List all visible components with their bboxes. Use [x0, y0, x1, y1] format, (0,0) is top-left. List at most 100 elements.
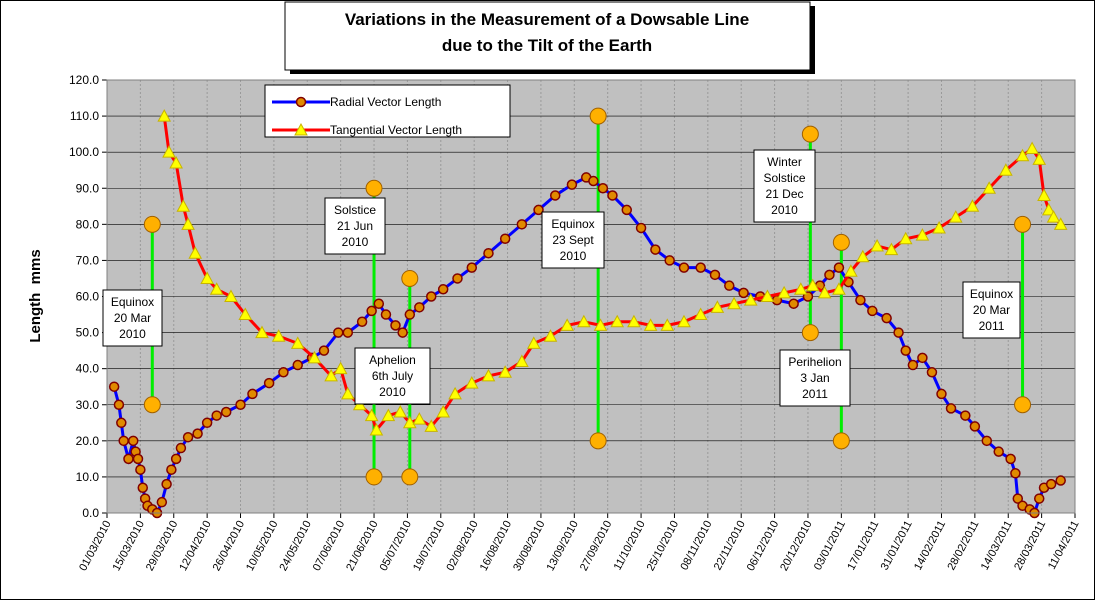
data-point	[181, 217, 195, 230]
data-point	[884, 242, 899, 256]
data-point	[588, 175, 599, 187]
annotation-text: Perihelion	[788, 355, 841, 369]
event-point	[801, 324, 819, 342]
data-point	[238, 307, 253, 321]
annotation-text: 20 Mar	[114, 311, 151, 325]
data-point	[499, 233, 511, 245]
data-point	[900, 345, 911, 356]
event-point	[832, 432, 850, 450]
data-point	[324, 368, 338, 382]
data-point	[936, 388, 947, 400]
data-point	[176, 199, 191, 212]
data-point	[424, 419, 439, 432]
data-point	[695, 262, 706, 273]
event-point	[832, 233, 850, 251]
data-point	[793, 282, 808, 295]
data-point	[549, 190, 561, 201]
data-point	[1045, 478, 1057, 490]
data-point	[402, 415, 417, 429]
data-point	[832, 282, 846, 295]
event-point	[365, 468, 383, 486]
data-point	[220, 406, 232, 418]
legend-frame	[264, 84, 511, 138]
data-point	[738, 287, 749, 299]
y-tick-label: 10.0	[76, 470, 100, 484]
data-point	[1010, 468, 1021, 479]
y-tick-label: 60.0	[76, 290, 100, 304]
data-point	[610, 314, 625, 328]
event-point	[801, 125, 819, 143]
data-point	[373, 298, 385, 309]
annotation-box	[102, 289, 163, 347]
data-point	[113, 399, 125, 410]
data-point	[170, 453, 182, 465]
data-point	[788, 298, 799, 309]
data-point	[364, 408, 379, 422]
data-point	[333, 361, 348, 375]
y-tick-label: 40.0	[76, 362, 100, 376]
annotation-box	[962, 281, 1021, 339]
data-point	[1037, 188, 1051, 201]
data-point	[116, 417, 127, 429]
title-frame	[284, 1, 811, 71]
data-point	[318, 345, 330, 356]
event-point	[143, 215, 161, 233]
data-point	[917, 352, 928, 364]
y-tick-label: 0.0	[82, 506, 99, 520]
y-tick-label: 120.0	[69, 73, 99, 87]
annotation-text: Equinox	[970, 287, 1013, 301]
chart-title: Variations in the Measurement of a Dowsa…	[345, 10, 749, 29]
data-point	[898, 231, 913, 245]
annotation-box	[779, 349, 851, 407]
annotation-box	[753, 149, 816, 223]
annotation-box	[324, 197, 386, 255]
y-tick-label: 100.0	[69, 145, 99, 159]
event-point	[401, 269, 419, 287]
data-point	[1041, 202, 1056, 216]
y-tick-label: 30.0	[76, 398, 100, 412]
annotations: Equinox 20 Mar 2010 Solstice 21 Jun 2010 Aphel…	[102, 149, 1021, 407]
title-box: Variations in the Measurement of a Dowsa…	[284, 1, 815, 74]
data-point	[157, 109, 172, 122]
data-point	[724, 280, 735, 291]
data-point	[893, 327, 904, 338]
event-point	[1014, 396, 1032, 414]
y-tick-label: 20.0	[76, 434, 100, 448]
legend-marker	[294, 122, 308, 136]
data-point	[727, 296, 741, 310]
series-layer	[108, 109, 1068, 519]
data-point	[643, 318, 658, 331]
data-point	[597, 183, 609, 194]
data-point	[777, 285, 791, 299]
data-point	[824, 269, 835, 281]
data-point	[1005, 453, 1016, 465]
annotation-text: 21 Dec	[765, 187, 803, 201]
data-point	[932, 220, 946, 234]
data-point	[650, 244, 661, 255]
data-point	[981, 435, 993, 447]
data-point	[999, 163, 1013, 176]
annotation-text: 2011	[802, 387, 828, 401]
data-point	[1055, 475, 1066, 486]
annotation-text: 2010	[771, 203, 798, 217]
data-point	[593, 318, 608, 331]
data-point	[132, 453, 144, 465]
data-point	[481, 368, 496, 382]
data-point	[127, 435, 139, 447]
data-point	[677, 314, 691, 328]
data-point	[969, 421, 981, 432]
data-point	[833, 262, 845, 273]
data-point	[867, 305, 878, 317]
data-point	[437, 284, 449, 295]
data-point	[464, 376, 479, 389]
event-point	[401, 468, 419, 486]
data-point	[621, 204, 633, 216]
y-tick-label: 90.0	[76, 181, 100, 195]
data-point	[404, 309, 416, 320]
data-point	[340, 386, 355, 400]
data-point	[380, 309, 392, 320]
data-point	[333, 327, 344, 338]
data-point	[710, 300, 725, 313]
data-point	[560, 318, 574, 331]
